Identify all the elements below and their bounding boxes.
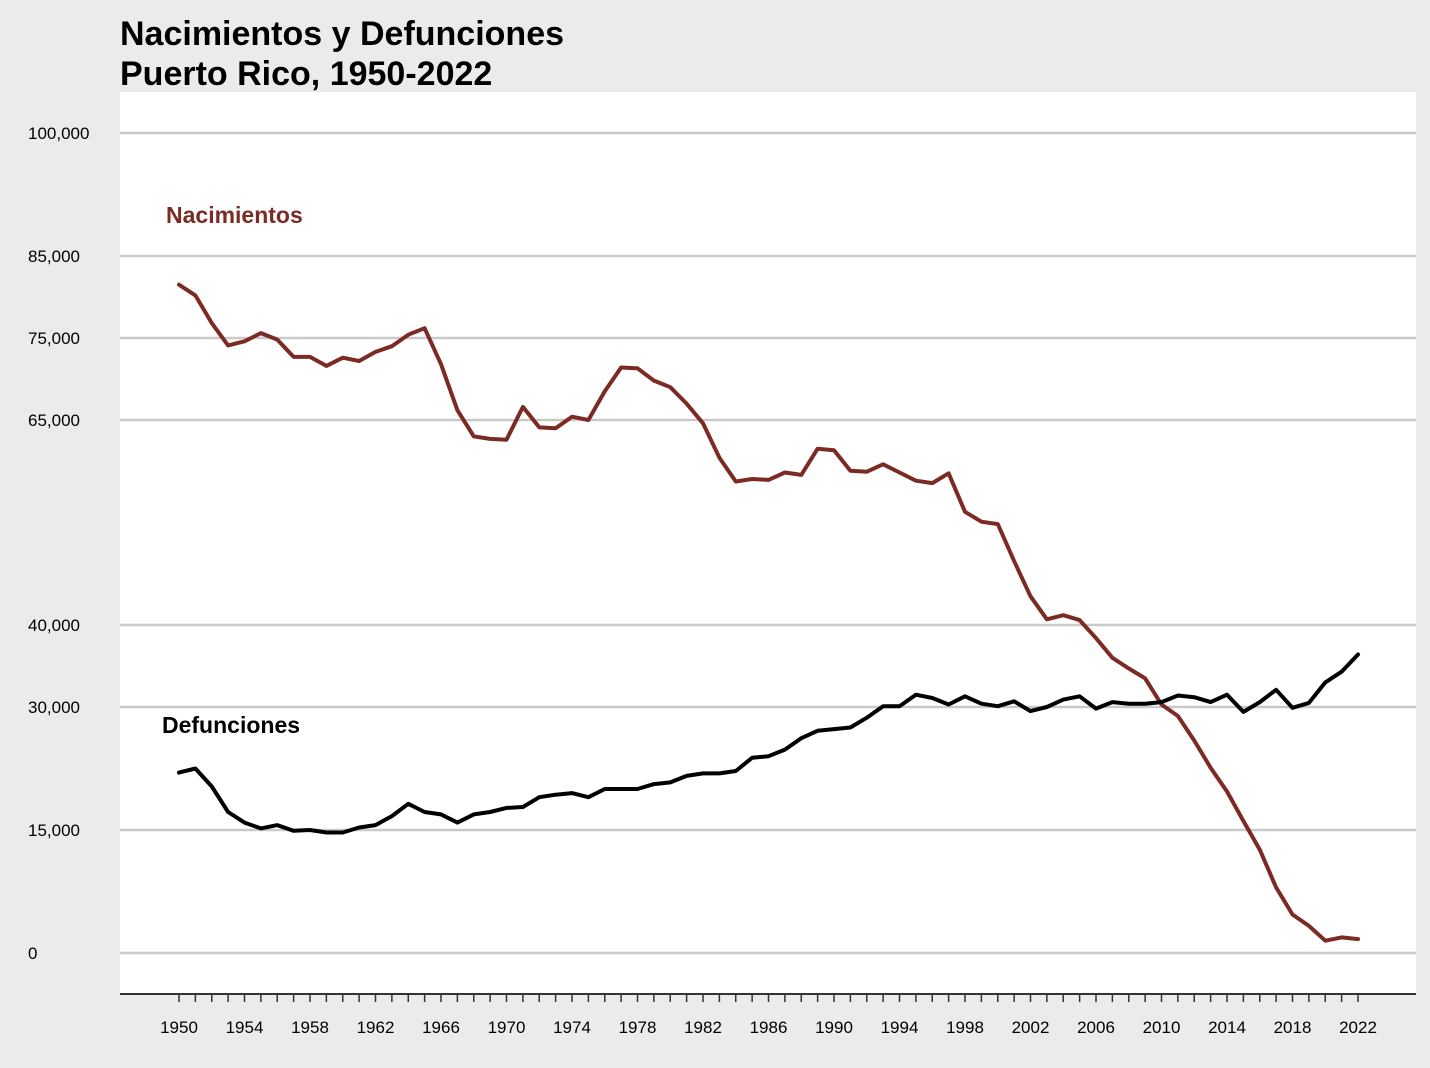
y-tick-label: 100,000 [28,124,89,143]
y-tick-label: 30,000 [28,698,80,717]
y-tick-label: 40,000 [28,616,80,635]
x-tick-label: 1986 [750,1018,788,1037]
series-label-defunciones: Defunciones [162,712,300,738]
x-tick-label: 1954 [226,1018,264,1037]
x-tick-label: 2006 [1077,1018,1115,1037]
x-tick-label: 2014 [1208,1018,1246,1037]
chart-title-line2: Puerto Rico, 1950-2022 [120,55,493,93]
series-lines [177,282,1360,943]
grid-lines [120,131,1416,955]
y-tick-label: 65,000 [28,411,80,430]
x-tick-label: 1974 [553,1018,591,1037]
x-tick-label: 1970 [488,1018,526,1037]
y-tick-label: 85,000 [28,247,80,266]
x-tick-label: 1958 [291,1018,329,1037]
y-tick-label: 0 [28,944,37,963]
series-line-nacimientos [177,282,1360,943]
series-label-nacimientos: Nacimientos [166,202,303,228]
x-axis: 1950 1954 1958 1962 1966 1970 1974 1978 1982 1986… [160,994,1377,1037]
y-tick-label: 15,000 [28,821,80,840]
x-tick-label: 1994 [881,1018,919,1037]
chart-title-line1: Nacimientos y Defunciones [120,15,565,53]
plot-area [120,92,1416,994]
x-tick-label: 2002 [1012,1018,1050,1037]
x-tick-label: 1966 [422,1018,460,1037]
x-tick-label: 1950 [160,1018,198,1037]
series-line-defunciones [177,652,1360,835]
y-tick-label: 75,000 [28,329,80,348]
x-tick-label: 1982 [684,1018,722,1037]
x-tick-label: 1962 [357,1018,395,1037]
x-tick-label: 2022 [1339,1018,1377,1037]
x-tick-label: 1998 [946,1018,984,1037]
x-tick-label: 1990 [815,1018,853,1037]
x-tick-label: 1978 [619,1018,657,1037]
x-tick-label: 2010 [1143,1018,1181,1037]
chart-title: Nacimientos y Defunciones Puerto Rico, 1… [120,14,564,94]
y-axis: 0 15,000 30,000 40,000 65,000 75,000 85,000 100… [28,124,89,963]
x-tick-label: 2018 [1274,1018,1312,1037]
